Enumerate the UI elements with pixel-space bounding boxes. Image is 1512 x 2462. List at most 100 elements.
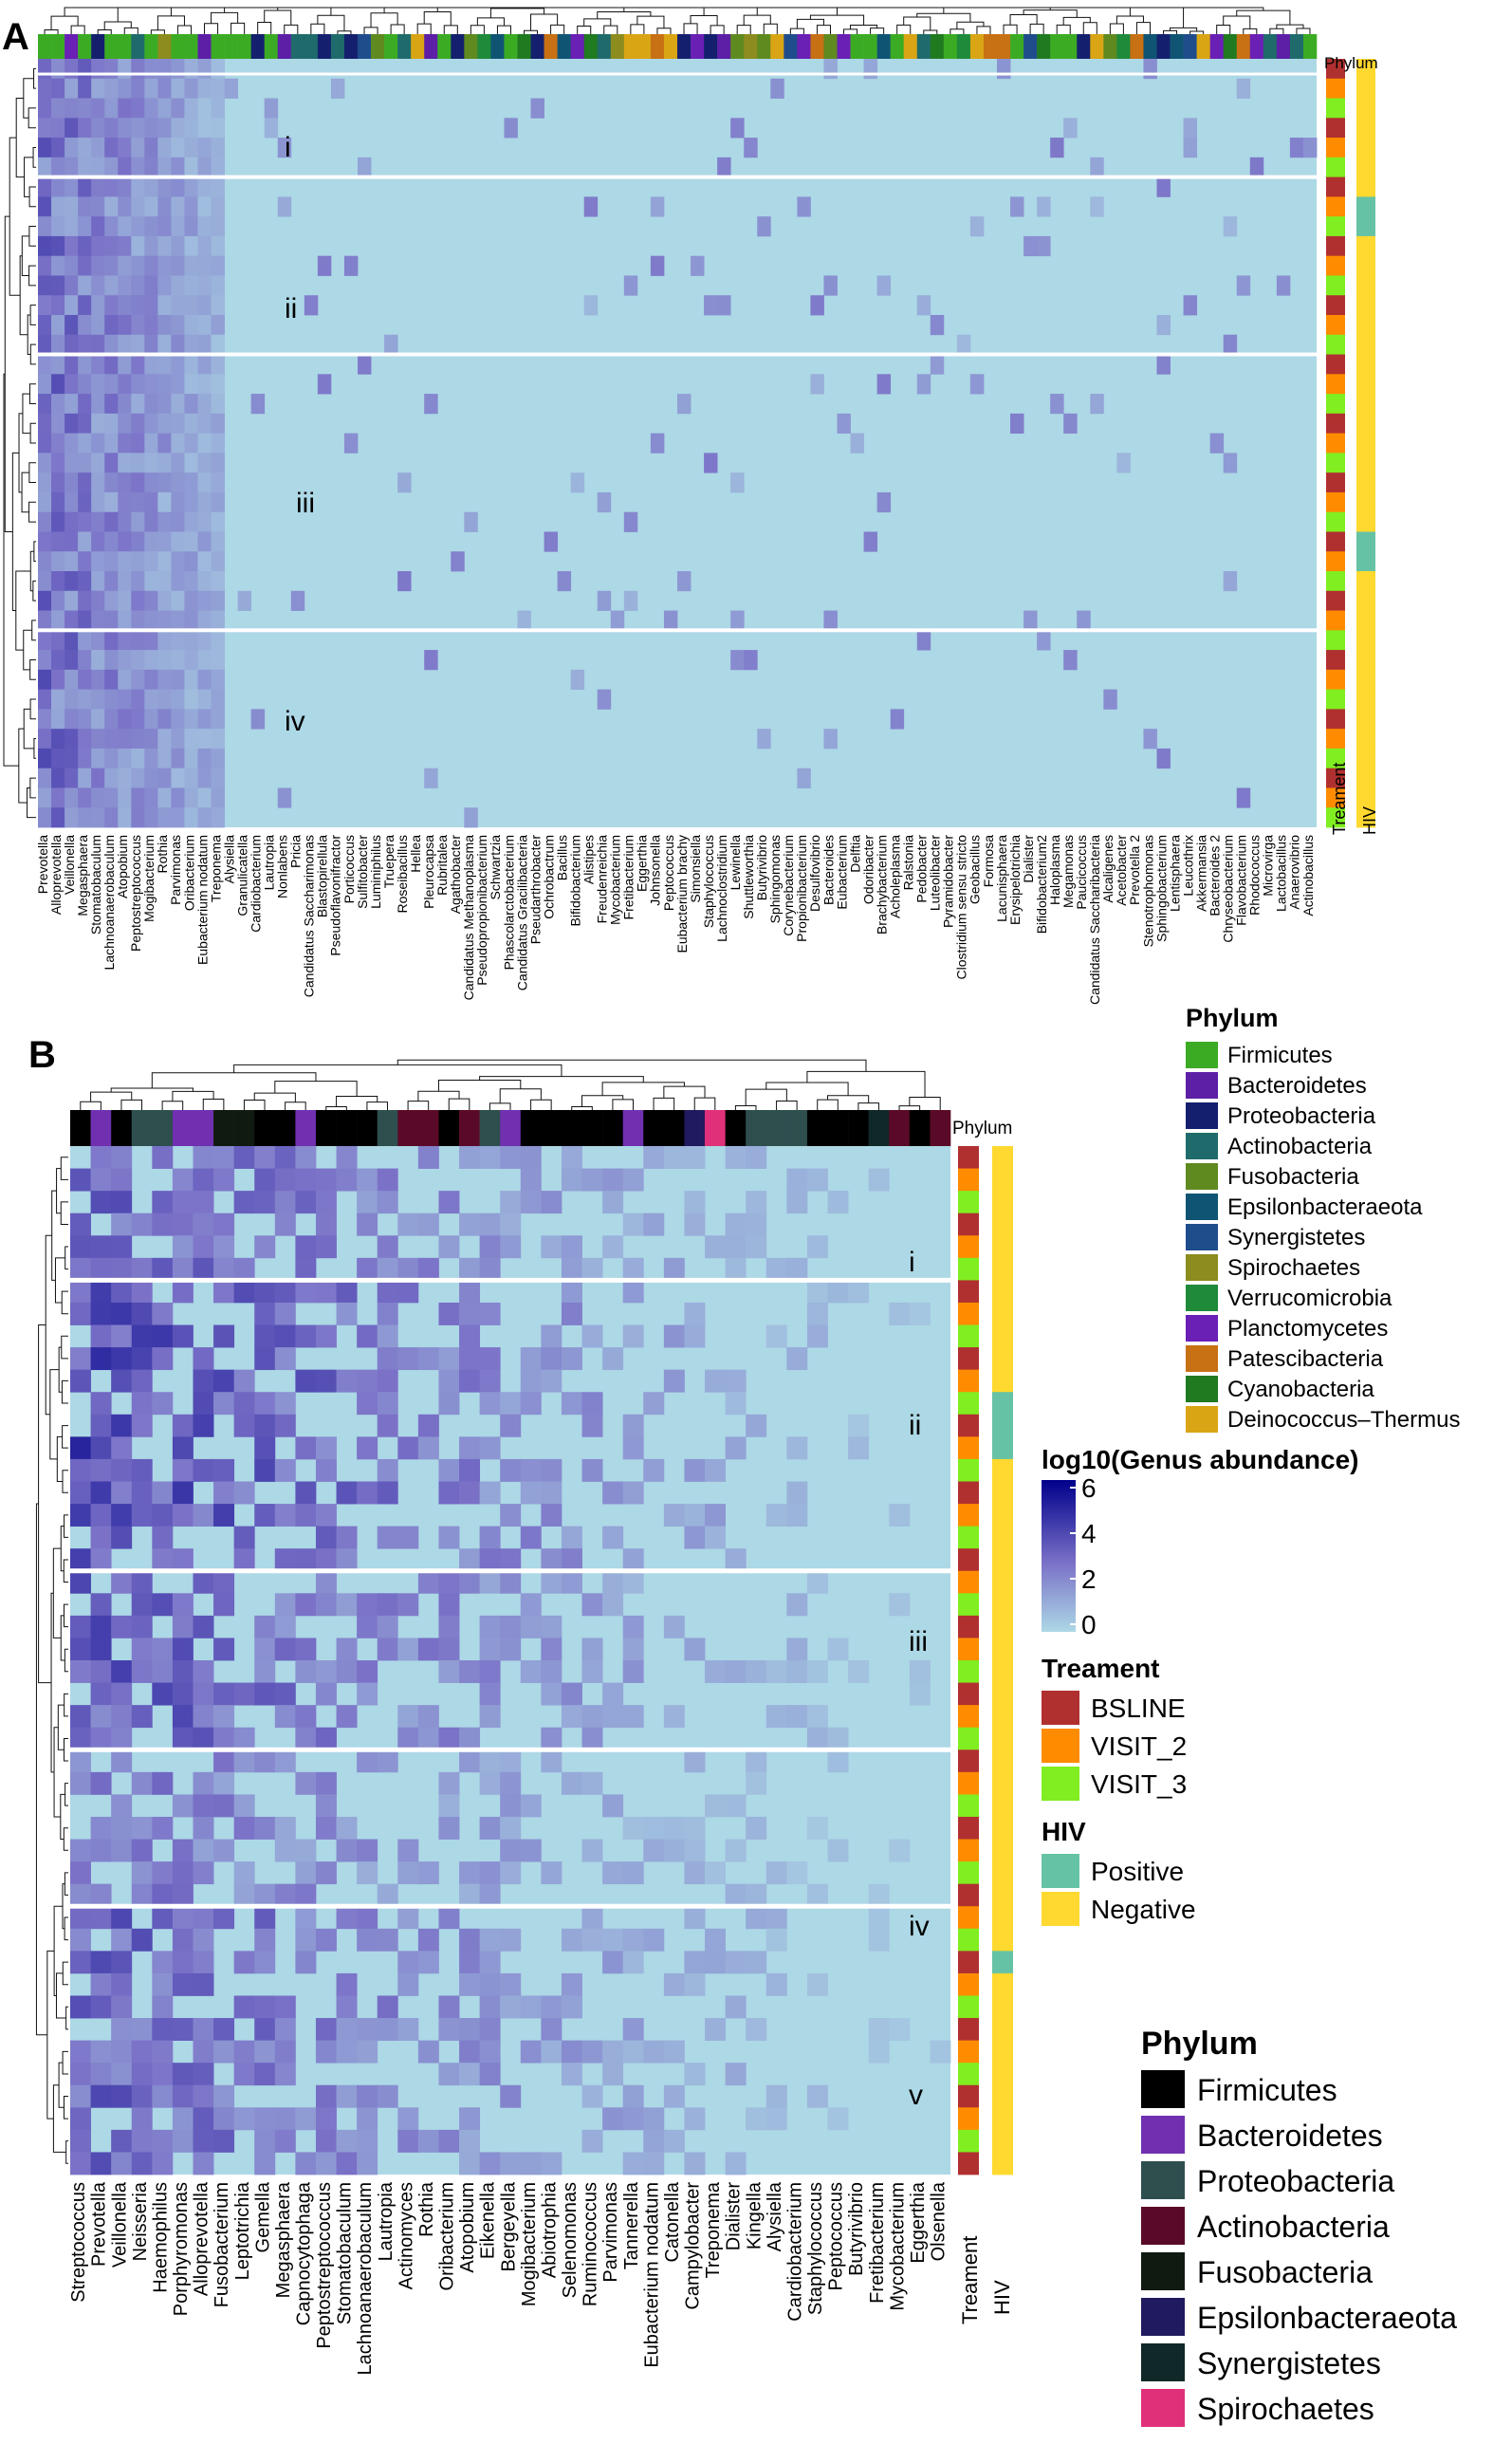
treatment-legend-title: Treament (1042, 1654, 1160, 1683)
heatmap-cell (90, 1146, 112, 1169)
heatmap-cell (184, 275, 198, 296)
heatmap-cell (213, 1212, 235, 1236)
heatmap-cell (78, 334, 92, 355)
heatmap-cell (438, 1638, 460, 1661)
treatment-cell (1326, 235, 1345, 257)
heatmap-cell (254, 2063, 276, 2086)
heatmap-cell (78, 590, 92, 611)
heatmap-cell (500, 1794, 522, 1818)
phylum-cell (479, 1110, 501, 1146)
heatmap-cell (315, 2084, 337, 2108)
heatmap-cell (152, 2018, 174, 2042)
legend-swatch (1186, 1406, 1218, 1433)
heatmap-cell (500, 1972, 522, 1996)
column-label: Tannerella (621, 2181, 642, 2269)
heatmap-cell (684, 1638, 706, 1661)
dendrogram-branch (1269, 28, 1284, 34)
heatmap-cell (90, 1593, 112, 1617)
heatmap-cell (806, 1570, 828, 1594)
dendrogram-branch (1189, 30, 1205, 34)
heatmap-cell (78, 531, 92, 552)
dendrogram-branch (230, 22, 246, 34)
heatmap-cell (131, 1839, 153, 1862)
heatmap-cell (1037, 630, 1051, 651)
heatmap-cell (91, 413, 105, 435)
treatment-cell (958, 1660, 979, 1683)
heatmap-cell (38, 531, 52, 552)
heatmap-cell (254, 1146, 276, 1169)
heatmap-cell (684, 1191, 706, 1214)
heatmap-cell (459, 1146, 481, 1169)
heatmap-cell (65, 729, 79, 750)
column-label: Fretibacterium (867, 2182, 888, 2304)
heatmap-cell (51, 491, 65, 513)
dendrogram-branch (745, 1088, 787, 1106)
heatmap-cell (827, 1727, 849, 1750)
heatmap-cell (725, 1257, 747, 1281)
cluster-separator (70, 1747, 1007, 1752)
heatmap-cell (38, 571, 52, 592)
heatmap-cell (193, 1414, 214, 1437)
phylum-cell (889, 1110, 911, 1146)
heatmap-cell (131, 374, 145, 395)
dendrogram-branch (310, 23, 325, 34)
heatmap-cell (424, 650, 438, 671)
dendrogram-branch (170, 7, 226, 16)
heatmap-cell (152, 1660, 174, 1683)
column-label: Olsenella (929, 2181, 950, 2261)
heatmap-background (38, 59, 1317, 827)
heatmap-cell (643, 1839, 665, 1862)
heatmap-cell (295, 1481, 317, 1505)
legend-label: Spirochaetes (1227, 1255, 1360, 1281)
heatmap-cell (157, 491, 172, 513)
heatmap-cell (916, 295, 931, 316)
heatmap-cell (51, 98, 65, 119)
heatmap-cell (1289, 138, 1304, 158)
phylum-cell (304, 34, 319, 59)
column-label: Haloplasma (1047, 835, 1062, 905)
heatmap-cell (144, 59, 158, 80)
heatmap-cell (377, 2018, 398, 2042)
heatmap-cell (70, 1615, 91, 1638)
heatmap-cell (172, 1436, 194, 1460)
heatmap-cell (213, 1771, 235, 1795)
heatmap-cell (581, 1638, 603, 1661)
heatmap-cell (254, 1638, 276, 1661)
heatmap-cell (171, 334, 185, 355)
heatmap-cell (118, 374, 132, 395)
heatmap-cell (184, 650, 198, 671)
heatmap-cell (581, 1705, 603, 1729)
heatmap-cell (357, 2018, 378, 2042)
heatmap-cell (118, 531, 132, 552)
heatmap-cell (806, 1235, 828, 1259)
legend-swatch (1186, 1042, 1218, 1068)
heatmap-cell (78, 374, 92, 395)
heatmap-cell (172, 1458, 194, 1482)
hiv-cell (992, 1504, 1013, 1527)
heatmap-cell (38, 98, 52, 119)
heatmap-cell (504, 118, 518, 139)
heatmap-cell (157, 630, 172, 651)
heatmap-cell (438, 1481, 460, 1505)
heatmap-cell (144, 394, 158, 415)
heatmap-cell (581, 1168, 603, 1192)
heatmap-cell (131, 2129, 153, 2153)
heatmap-cell (274, 1682, 296, 1706)
heatmap-cell (65, 295, 79, 316)
heatmap-cell (152, 1212, 174, 1236)
column-label: Cardiobacterium (784, 2182, 805, 2322)
cluster-separator (70, 1568, 1007, 1574)
phylum-cell (459, 1110, 480, 1146)
hiv-cell (992, 1615, 1013, 1638)
heatmap-cell (806, 1168, 828, 1192)
legend-swatch (1186, 1315, 1218, 1342)
heatmap-cell (197, 807, 212, 828)
heatmap-cell (274, 1324, 296, 1348)
legend-swatch (1186, 1254, 1218, 1281)
heatmap-cell (357, 1257, 378, 1281)
phylum-cell (744, 34, 758, 59)
heatmap-cell (118, 235, 132, 257)
treatment-cell (1326, 511, 1345, 532)
dendrogram-branch (62, 1425, 68, 1449)
heatmap-cell (171, 807, 185, 828)
